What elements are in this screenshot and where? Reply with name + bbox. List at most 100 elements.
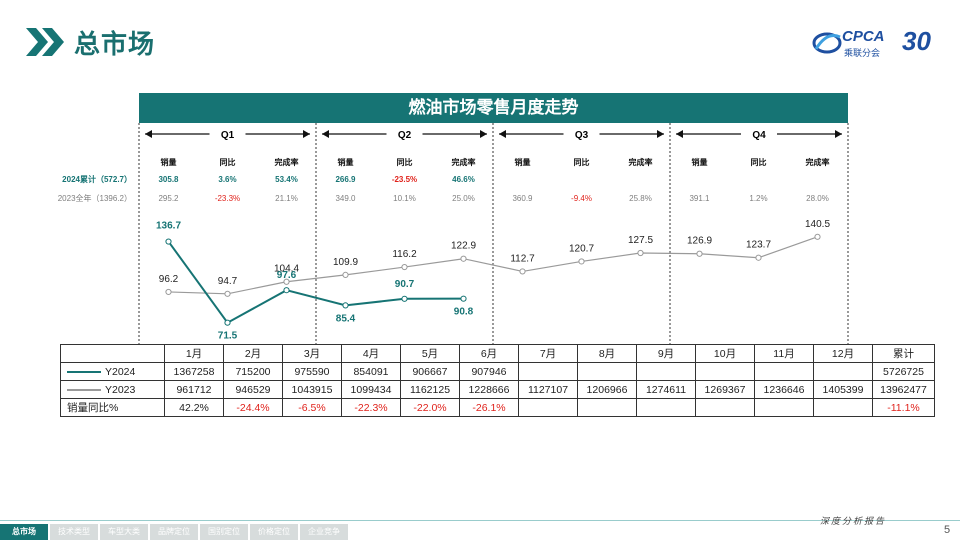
table-cell: 1162125 [400, 380, 460, 399]
summary-column-head: 完成率 [806, 157, 830, 167]
summary-2024-value: 266.9 [335, 175, 356, 184]
data-label-y2024: 85.4 [336, 313, 356, 324]
data-label-y2023: 104.4 [274, 264, 299, 275]
summary-2023-value: -9.4% [571, 194, 592, 203]
table-cell [695, 362, 755, 381]
table-cell [695, 398, 755, 417]
table-cell: -11.1% [872, 398, 935, 417]
arrow-right-icon [835, 130, 842, 138]
legend-label: Y2024 [105, 365, 136, 378]
quarter-label: Q2 [398, 130, 412, 141]
table-cell: 1269367 [695, 380, 755, 399]
nav-tab[interactable]: 技术类型 [50, 524, 98, 540]
table-cell [754, 398, 814, 417]
summary-2023-value: 21.1% [275, 194, 298, 203]
legend-label: 销量同比% [67, 402, 119, 414]
table-cell: 42.2% [164, 398, 224, 417]
table-cell: -22.0% [400, 398, 460, 417]
summary-2023-value: 295.2 [158, 194, 179, 203]
data-point-y2024 [460, 295, 467, 302]
legend-line-icon [67, 388, 101, 391]
table-row: Y2024 1367258 715200 975590 854091 906667 9079… [60, 362, 935, 381]
data-label-y2023: 122.9 [451, 241, 476, 252]
table-cell: 1099434 [341, 380, 401, 399]
table-cell [813, 398, 873, 417]
data-point-y2024 [342, 302, 349, 309]
data-label-y2023: 109.9 [333, 257, 358, 268]
summary-2023-value: -23.3% [215, 194, 240, 203]
data-point-y2023 [519, 268, 526, 275]
logo-text: CPCA [842, 28, 885, 45]
table-cell: 854091 [341, 362, 401, 381]
table-header-cell: 累计 [872, 344, 935, 363]
series-line-y2023 [168, 236, 818, 295]
summary-2024-value: 46.6% [452, 175, 475, 184]
data-point-y2023 [224, 290, 231, 297]
summary-2024-value: -23.5% [392, 175, 417, 184]
table-cell: 961712 [164, 380, 224, 399]
table-cell: 1043915 [282, 380, 342, 399]
summary-column-head: 销量 [161, 157, 177, 167]
arrow-left-icon [499, 130, 506, 138]
data-point-y2023 [342, 271, 349, 279]
data-label-y2024: 90.8 [454, 307, 474, 318]
data-point-y2024 [165, 238, 172, 245]
data-point-y2023 [460, 255, 467, 262]
arrow-right-icon [303, 130, 310, 138]
summary-column-head: 完成率 [452, 157, 476, 167]
footer-divider [0, 520, 960, 521]
nav-tab[interactable]: 企业竞争 [300, 524, 348, 540]
data-label-y2023: 127.5 [628, 235, 653, 246]
table-cell [813, 362, 873, 381]
arrow-right-icon [480, 130, 487, 138]
summary-column-head: 同比 [220, 157, 236, 167]
nav-tab[interactable]: 车型大类 [100, 524, 148, 540]
table-cell: 1405399 [813, 380, 873, 399]
logo: CPCA 乘联分会 30 [812, 24, 942, 60]
summary-column-head: 销量 [515, 157, 531, 167]
summary-2023-value: 25.8% [629, 194, 652, 203]
table-cell [636, 362, 696, 381]
arrow-left-icon [676, 130, 683, 138]
table-cell: -26.1% [459, 398, 519, 417]
chart-plot: Q1 销量 305.8 295.2 同比 3.6% -23.3% 完成率 53.4% 21.1% Q… [58, 123, 849, 344]
table-cell [577, 362, 637, 381]
table-cell: 1206966 [577, 380, 637, 399]
quarter-label: Q1 [221, 130, 235, 141]
table-row-label: 销量同比% [60, 398, 165, 417]
data-label-y2023: 94.7 [218, 276, 238, 287]
nav-tab[interactable]: 价格定位 [250, 524, 298, 540]
summary-2024-value: 305.8 [158, 175, 179, 184]
chart-title: 燃油市场零售月度走势 [139, 93, 848, 123]
logo-sub: 乘联分会 [844, 49, 881, 59]
table-cell: -24.4% [223, 398, 283, 417]
series-line-y2024 [167, 240, 464, 324]
data-label-y2023: 126.9 [687, 236, 712, 247]
summary-2023-value: 10.1% [393, 194, 416, 203]
table-row-label: Y2023 [60, 380, 165, 399]
arrow-right-icon [657, 130, 664, 138]
table-cell [754, 362, 814, 381]
table-cell: 13962477 [872, 380, 935, 399]
nav-tab[interactable]: 总市场 [0, 524, 48, 540]
data-point-y2023 [165, 288, 172, 296]
data-point-y2024 [283, 287, 290, 294]
summary-column-head: 销量 [338, 157, 354, 167]
page-title: 总市场 [74, 30, 156, 60]
data-label-y2023: 123.7 [746, 240, 771, 251]
legend-label: Y2023 [105, 383, 136, 396]
summary-2023-value: 28.0% [806, 194, 829, 203]
legend-line-icon [67, 370, 101, 373]
nav-tab[interactable]: 国别定位 [200, 524, 248, 540]
table-header-cell: 4月 [341, 344, 401, 363]
table-header-cell: 5月 [400, 344, 460, 363]
table-row: 销量同比% 42.2% -24.4% -6.5% -22.3% -22.0% -26.1% -… [60, 398, 935, 417]
nav-tab[interactable]: 品牌定位 [150, 524, 198, 540]
table-header-cell: 6月 [459, 344, 519, 363]
table-cell [518, 362, 578, 381]
summary-2023-value: 360.9 [512, 194, 533, 203]
summary-2023-label: 2023全年（1396.2） [58, 193, 132, 203]
table-cell: -22.3% [341, 398, 401, 417]
data-label-y2023: 112.7 [510, 253, 535, 264]
chevron-right-icon [26, 28, 64, 56]
